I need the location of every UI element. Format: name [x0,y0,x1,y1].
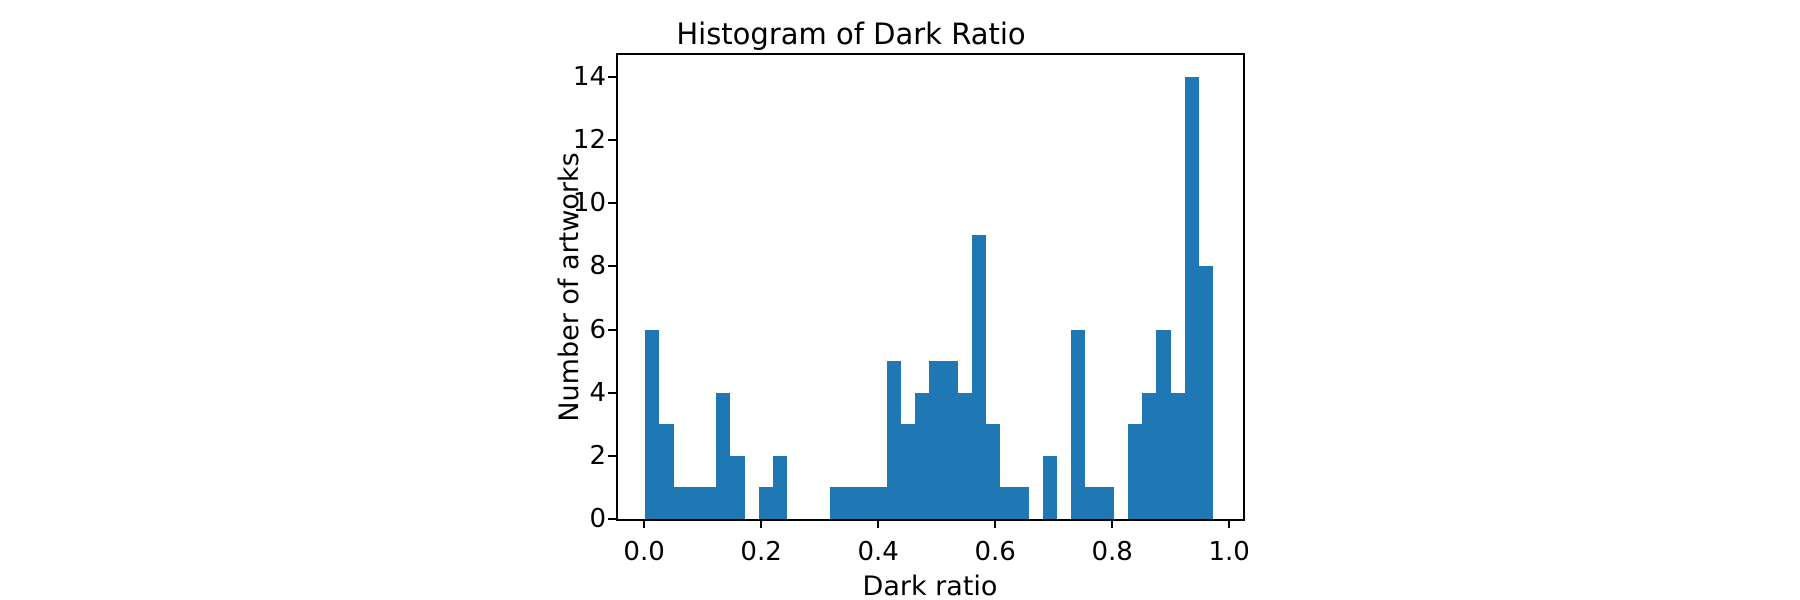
histogram-bar [1184,77,1200,519]
histogram-bar [1099,487,1114,519]
histogram-bar [1071,329,1086,519]
y-tick-label: 4 [589,377,606,408]
histogram-bar [1000,487,1015,519]
x-tick [760,521,763,528]
y-tick-label: 10 [572,188,606,219]
histogram-bar [659,424,674,519]
histogram-bar [730,455,745,519]
histogram-bar [1042,455,1058,519]
y-tick [608,454,616,457]
histogram-bar [929,361,944,519]
x-tick-label: 0.0 [623,537,665,567]
y-tick [608,202,616,205]
histogram-bar [673,487,688,519]
y-tick [608,139,616,142]
y-tick-label: 8 [589,251,606,282]
y-tick-label: 6 [589,314,606,345]
histogram-bar [829,487,845,519]
histogram-bar [1170,392,1185,519]
x-tick-label: 1.0 [1208,537,1250,567]
x-tick [1228,521,1231,528]
chart-title: Histogram of Dark Ratio [676,17,1026,51]
histogram-bar [1156,329,1171,519]
histogram-bar [844,487,859,519]
histogram-bar [943,361,958,519]
histogram-bar [1199,266,1214,519]
y-tick-label: 12 [572,125,606,156]
y-tick-label: 2 [589,440,606,471]
histogram-bar [915,392,930,519]
histogram-bar [986,424,1001,519]
histogram-bar [645,329,660,519]
x-axis-label: Dark ratio [862,571,998,600]
histogram-bar [886,361,901,519]
y-tick [608,76,616,79]
x-tick [877,521,880,528]
histogram-bar [758,487,774,519]
x-tick-label: 0.6 [974,537,1016,567]
histogram-bar [872,487,887,519]
y-tick [608,328,616,331]
histogram-bar [858,487,873,519]
histogram-bar [716,392,731,519]
x-tick-label: 0.2 [740,537,782,567]
x-tick-label: 0.8 [1091,537,1133,567]
y-tick [608,518,616,520]
histogram-bar [1128,424,1143,519]
plot-area: 0 2 4 6 8 10 12 14 0.0 0.2 0.4 0.6 0.8 1.0 [573,53,1250,567]
x-tick-label: 0.4 [857,537,899,567]
histogram-bar [773,455,788,519]
histogram-bar [971,234,987,519]
y-tick [608,391,616,394]
y-tick [608,265,616,268]
histogram-bar [900,424,916,519]
histogram-bar [1085,487,1100,519]
x-tick [1111,521,1114,528]
histogram-bar [957,392,972,519]
y-axis-label: Number of artworks [554,152,585,422]
x-tick [994,521,997,528]
histogram-bar [1014,487,1029,519]
histogram-bar [687,487,703,519]
histogram-bar [1142,392,1157,519]
histogram-bar [702,487,717,519]
y-tick-label: 0 [589,504,606,534]
x-tick [643,521,646,528]
y-tick-label: 14 [572,62,606,93]
